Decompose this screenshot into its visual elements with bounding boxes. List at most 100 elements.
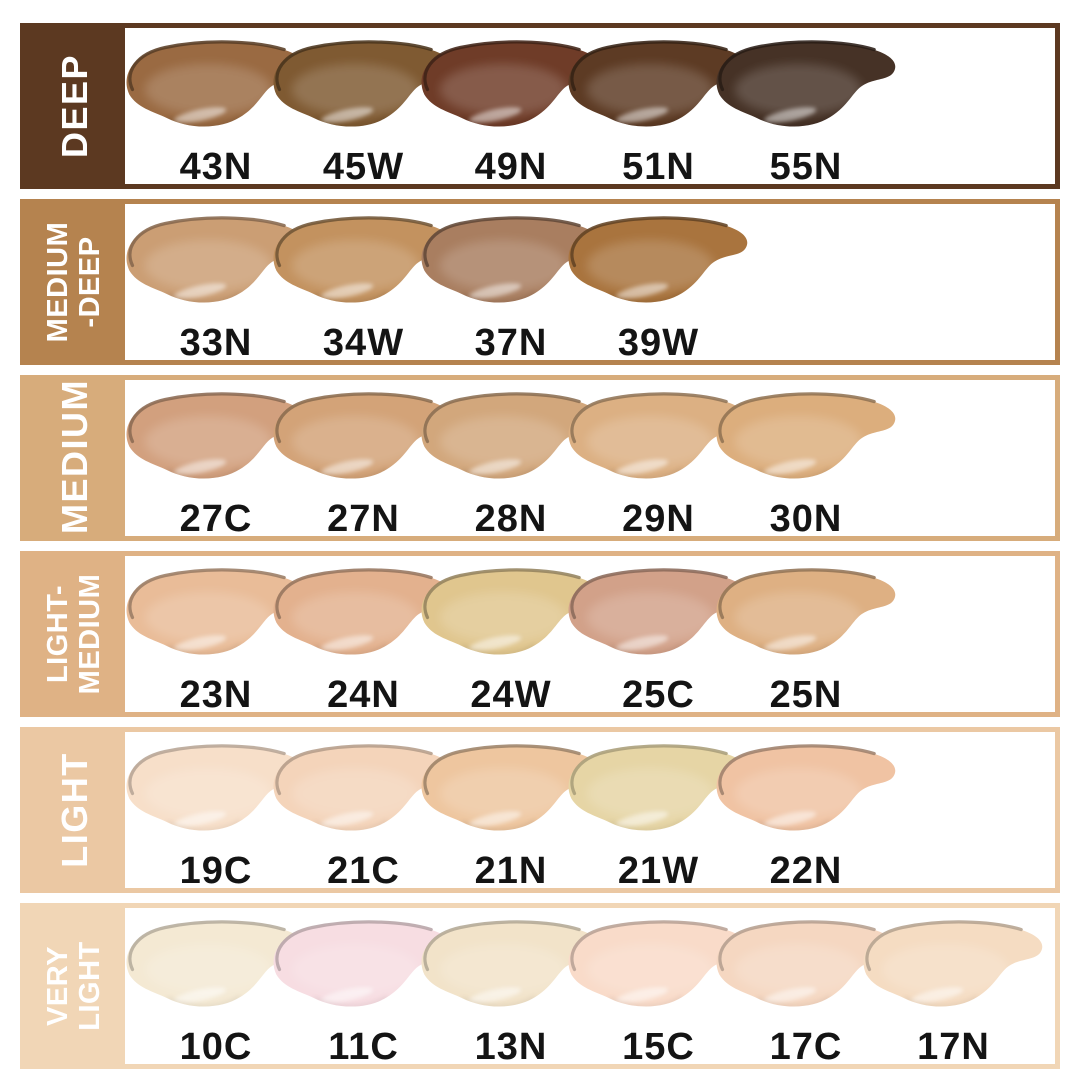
shade-swatch-21n: 21N: [409, 740, 614, 893]
shade-swatch-45w: 45W: [261, 36, 466, 189]
shade-code: 25C: [622, 674, 695, 716]
shade-swatch-15c: 15C: [556, 916, 761, 1069]
shade-swatch-10c: 10C: [114, 916, 319, 1069]
shade-group-row-light: LIGHT 19C 21C 21N 21W 22N: [20, 727, 1060, 893]
shade-smear-graphic: [126, 392, 305, 479]
shade-smear-graphic: [568, 568, 748, 655]
shade-swatch-25n: 25N: [704, 564, 909, 717]
shade-swatch-19c: 19C: [114, 740, 319, 893]
shade-code: 49N: [474, 146, 548, 188]
shade-swatch-22n: 22N: [704, 740, 909, 893]
shade-code: 21W: [617, 850, 700, 892]
shade-code: 43N: [179, 146, 253, 188]
group-label-bar: LIGHT- MEDIUM: [25, 556, 125, 712]
shade-smear-graphic: [126, 216, 305, 303]
shade-swatch-13n: 13N: [409, 916, 614, 1069]
shade-code: 37N: [474, 322, 548, 364]
shade-swatch-49n: 49N: [409, 36, 614, 189]
shade-smear-graphic: [716, 392, 895, 479]
shade-code: 24N: [327, 674, 400, 716]
shade-swatch-27n: 27N: [261, 388, 466, 541]
shade-swatch-27c: 27C: [114, 388, 319, 541]
shade-smear-graphic: [716, 744, 895, 831]
group-label: MEDIUM: [54, 379, 95, 534]
group-label: LIGHT- MEDIUM: [42, 573, 106, 695]
shade-code: 21N: [474, 850, 548, 892]
shade-smear-graphic: [273, 568, 453, 655]
shade-smear-graphic: [568, 392, 748, 479]
group-label: MEDIUM -DEEP: [42, 221, 106, 343]
shade-smear-graphic: [568, 920, 748, 1007]
shade-code: 39W: [617, 322, 700, 364]
shade-code: 45W: [322, 146, 405, 188]
shade-swatch-37n: 37N: [409, 212, 614, 365]
shade-smear-graphic: [863, 920, 1043, 1007]
shade-code: 19C: [179, 850, 253, 892]
shade-smear-graphic: [126, 920, 305, 1007]
shade-code: 22N: [769, 850, 843, 892]
shade-group-row-light-medium: LIGHT- MEDIUM 23N 24N 24W 25C 25N: [20, 551, 1060, 717]
shade-code: 27N: [327, 498, 400, 540]
shade-code: 33N: [179, 322, 253, 364]
group-label: LIGHT: [54, 752, 95, 868]
shade-smear-graphic: [716, 568, 895, 655]
shade-code: 10C: [179, 1026, 253, 1068]
shade-swatch-43n: 43N: [114, 36, 319, 189]
shade-smear-graphic: [273, 920, 453, 1007]
shade-swatch-21c: 21C: [261, 740, 466, 893]
shade-group-row-deep: DEEP 43N 45W 49N 51N 55N: [20, 23, 1060, 189]
shade-group-row-medium-deep: MEDIUM -DEEP 33N 34W 37N 39W: [20, 199, 1060, 365]
shade-code: 25N: [769, 674, 843, 716]
shade-code: 30N: [769, 498, 843, 540]
group-label-bar: DEEP: [25, 28, 125, 184]
shade-swatch-25c: 25C: [556, 564, 761, 717]
shade-smear-graphic: [421, 392, 600, 479]
group-label: VERY LIGHT: [42, 941, 106, 1031]
shade-smear-graphic: [273, 392, 453, 479]
shade-smear-graphic: [421, 920, 600, 1007]
shade-smear-graphic: [126, 568, 305, 655]
shade-code: 34W: [322, 322, 405, 364]
shade-swatch-23n: 23N: [114, 564, 319, 717]
shade-smear-graphic: [273, 216, 453, 303]
group-label-bar: LIGHT: [25, 732, 125, 888]
shade-swatch-33n: 33N: [114, 212, 319, 365]
shade-smear-graphic: [716, 920, 895, 1007]
shade-smear-graphic: [273, 40, 453, 127]
shade-swatch-51n: 51N: [556, 36, 761, 189]
shade-code: 17N: [917, 1026, 990, 1068]
shade-code: 29N: [622, 498, 695, 540]
shade-smear-graphic: [273, 744, 453, 831]
shade-smear-graphic: [568, 216, 748, 303]
shade-code: 17C: [769, 1026, 843, 1068]
shade-smear-graphic: [421, 744, 600, 831]
shade-code: 28N: [474, 498, 548, 540]
shade-swatch-55n: 55N: [704, 36, 909, 189]
shade-smear-graphic: [568, 744, 748, 831]
group-label-bar: VERY LIGHT: [25, 908, 125, 1064]
shade-code: 11C: [328, 1026, 399, 1068]
group-label-bar: MEDIUM: [25, 379, 125, 536]
shade-swatch-21w: 21W: [556, 740, 761, 893]
shade-code: 55N: [769, 146, 843, 188]
shade-swatch-29n: 29N: [556, 388, 761, 541]
shade-code: 27C: [179, 498, 253, 540]
shade-code: 51N: [622, 146, 695, 188]
shade-smear-graphic: [421, 40, 600, 127]
shade-swatch-39w: 39W: [556, 212, 761, 365]
shade-group-row-medium: MEDIUM 27C 27N 28N 29N 30N: [20, 375, 1060, 541]
shade-swatch-24w: 24W: [409, 564, 614, 717]
shade-swatch-17c: 17C: [704, 916, 909, 1069]
shade-group-row-very-light: VERY LIGHT 10C 11C 13N 15C 17C 17N: [20, 903, 1060, 1069]
group-label-bar: MEDIUM -DEEP: [25, 204, 125, 360]
shade-smear-graphic: [716, 40, 895, 127]
shade-smear-graphic: [568, 40, 748, 127]
shade-swatch-34w: 34W: [261, 212, 466, 365]
shade-swatch-24n: 24N: [261, 564, 466, 717]
shade-code: 13N: [474, 1026, 548, 1068]
shade-swatch-28n: 28N: [409, 388, 614, 541]
shade-smear-graphic: [126, 744, 305, 831]
shade-code: 15C: [622, 1026, 695, 1068]
shade-smear-graphic: [421, 216, 600, 303]
